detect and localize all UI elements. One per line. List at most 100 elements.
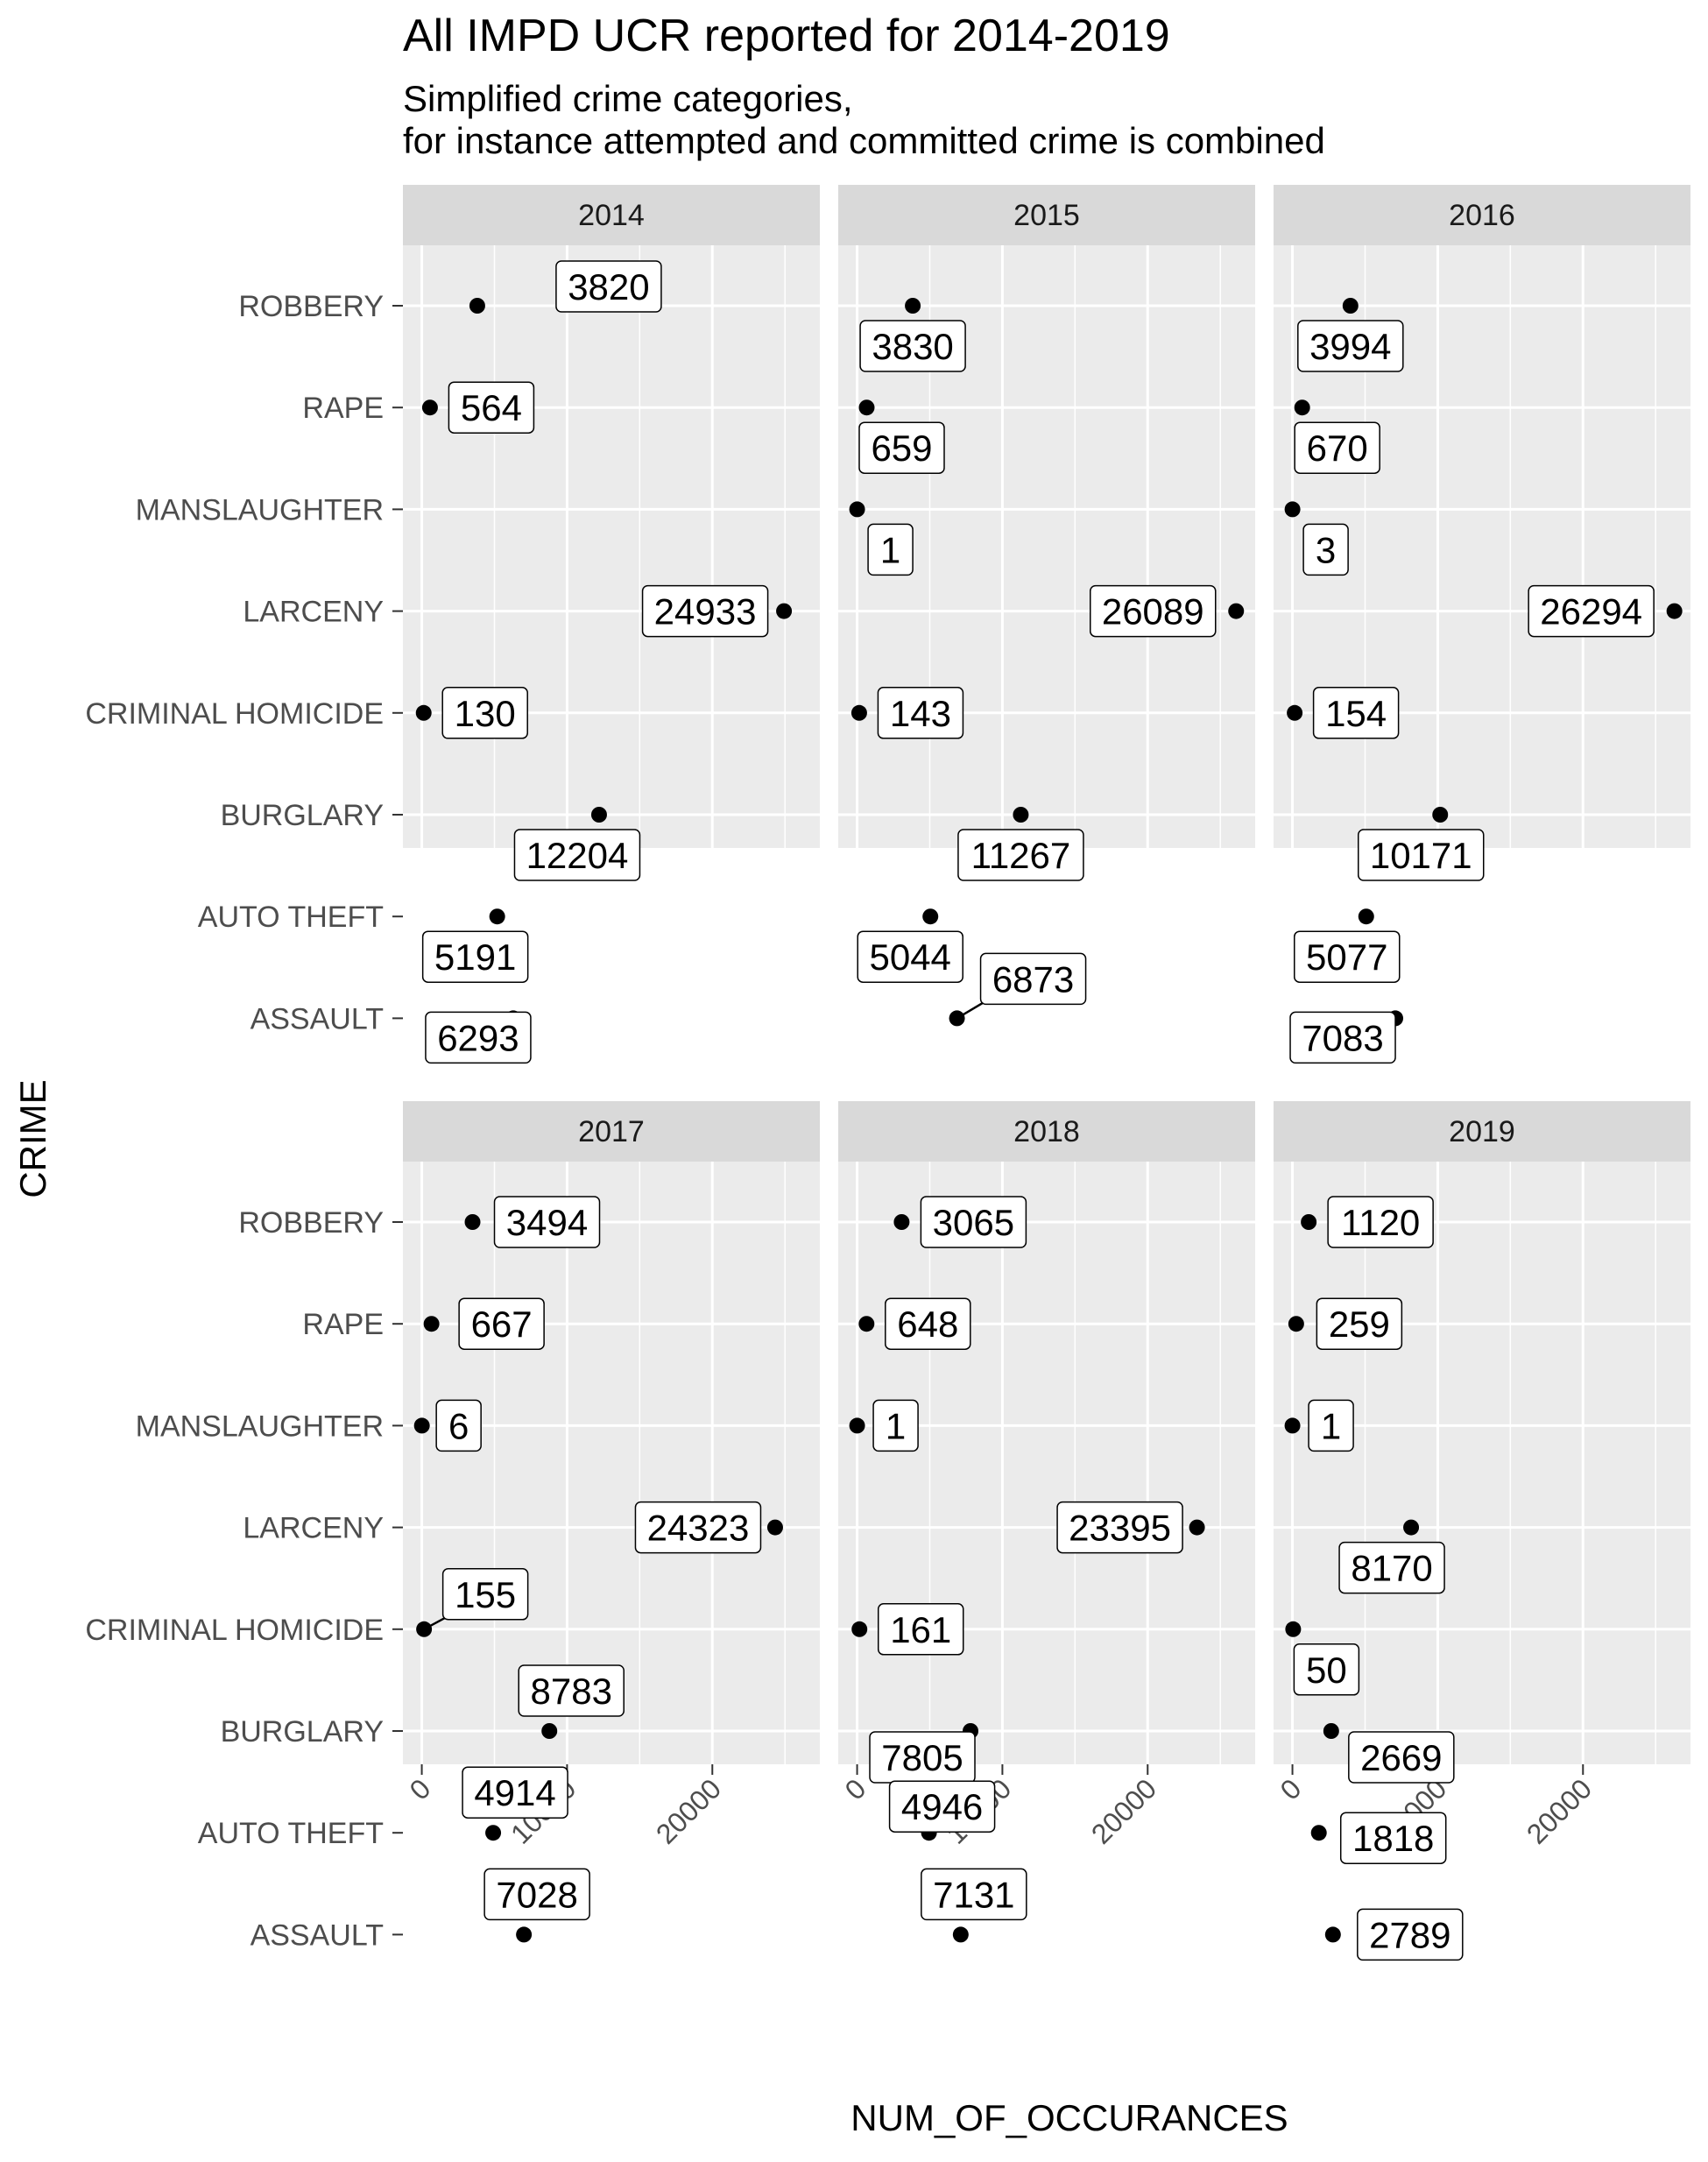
data-label-box: [1357, 1908, 1464, 1961]
data-point: [1342, 298, 1359, 314]
facet-strip-label: 2015: [1013, 199, 1080, 232]
data-point: [415, 704, 432, 721]
data-point: [1189, 1519, 1205, 1536]
y-tick-label: LARCENY: [243, 596, 384, 629]
data-label-box: [1312, 687, 1400, 739]
data-label-box: [448, 381, 535, 434]
data-label: 154: [1325, 693, 1387, 734]
data-point: [1301, 1214, 1317, 1230]
data-point: [858, 399, 875, 416]
panel-2014: 2014 ROBBERY RAPE MANSLAUGHTER LARCENY CRIMIN…: [85, 185, 820, 1064]
data-label-box: [877, 1603, 964, 1656]
y-tick-label: CRIMINAL HOMICIDE: [85, 697, 384, 731]
data-point: [893, 1214, 910, 1230]
data-label-box: [435, 1399, 482, 1452]
data-point: [1013, 807, 1029, 823]
data-point: [905, 298, 921, 314]
data-label-box: [1327, 1196, 1434, 1248]
data-point: [766, 1519, 783, 1536]
data-point: [1287, 704, 1303, 721]
y-tick-label: ASSAULT: [251, 1918, 384, 1952]
data-label-box: [1358, 829, 1485, 881]
data-point: [516, 1926, 533, 1943]
facet-strip: [403, 185, 820, 245]
facet-strip-label: 2016: [1449, 199, 1515, 232]
x-tick-label: 20000: [1521, 1772, 1598, 1849]
chart-title: All IMPD UCR reported for 2014-2019: [403, 11, 1170, 61]
facet-strip: [1274, 185, 1690, 245]
data-point: [1432, 807, 1449, 823]
panel-2017: 2017 ROBBERY RAPE MANSLAUGHTER LARCENY CRIMIN…: [85, 1101, 820, 1952]
y-tick-label: ROBBERY: [238, 1206, 384, 1240]
data-label: 5077: [1306, 936, 1387, 978]
data-label-box: [877, 687, 964, 739]
data-point: [1403, 1519, 1420, 1536]
data-label: 1120: [1341, 1202, 1420, 1243]
data-label-box: [1056, 1501, 1183, 1554]
data-label-box: [441, 1568, 529, 1621]
data-label: 2669: [1360, 1737, 1442, 1778]
data-point: [1358, 908, 1374, 925]
y-tick-label: RAPE: [302, 392, 384, 425]
data-label: 50: [1306, 1650, 1347, 1691]
x-axis-title: NUM_OF_OCCURANCES: [850, 2097, 1288, 2138]
data-label: 1818: [1352, 1818, 1434, 1859]
data-label-box: [1528, 584, 1655, 638]
data-label: 10171: [1370, 835, 1472, 876]
data-label: 6873: [992, 958, 1074, 1000]
y-tick-label: CRIMINAL HOMICIDE: [85, 1614, 384, 1647]
data-point: [849, 1417, 865, 1434]
data-label: 4914: [474, 1772, 555, 1813]
y-tick-label: BURGLARY: [221, 799, 384, 832]
y-tick-label: AUTO THEFT: [198, 901, 384, 934]
y-tick-label: MANSLAUGHTER: [136, 493, 384, 526]
panel-background: [838, 1162, 1255, 1764]
data-label-box: [857, 930, 963, 983]
data-label-box: [1294, 930, 1401, 983]
data-point: [850, 704, 867, 721]
data-label: 5044: [869, 936, 950, 978]
data-point: [541, 1723, 558, 1739]
data-label: 7083: [1302, 1017, 1383, 1058]
data-label-box: [513, 829, 641, 881]
facet-strip-label: 2017: [578, 1115, 645, 1148]
facet-strip: [1274, 1101, 1690, 1162]
data-label: 26294: [1540, 591, 1642, 632]
y-axis-title: CRIME: [12, 1079, 53, 1198]
data-point: [489, 908, 505, 925]
data-label-box: [441, 687, 528, 739]
data-point: [949, 1010, 965, 1027]
y-tick-label: ROBBERY: [238, 290, 384, 323]
data-label: 7805: [881, 1737, 963, 1778]
y-tick-label: RAPE: [302, 1308, 384, 1341]
data-label: 6293: [437, 1017, 519, 1058]
facet-strip-label: 2014: [578, 199, 645, 232]
data-label: 2789: [1369, 1914, 1450, 1955]
data-label: 26089: [1102, 591, 1204, 632]
data-label: 667: [471, 1304, 533, 1345]
data-label-box: [921, 1868, 1027, 1921]
panel-2015: 2015 3830 659 1 26089 143 11267 5044 6873: [838, 185, 1255, 1027]
data-label-box: [885, 1297, 971, 1350]
data-label: 3: [1316, 529, 1336, 570]
data-point: [858, 1316, 875, 1332]
data-label: 8170: [1351, 1548, 1432, 1589]
chart-subtitle-line-2: for instance attempted and committed cri…: [403, 120, 1325, 161]
data-label-box: [1302, 523, 1349, 576]
x-tick-label: 20000: [650, 1772, 727, 1849]
data-point: [421, 399, 438, 416]
x-tick-label: 0: [403, 1772, 436, 1805]
data-label-box: [920, 1196, 1027, 1248]
data-label: 6: [448, 1405, 469, 1446]
data-label: 24323: [647, 1508, 750, 1549]
data-label-box: [1308, 1399, 1354, 1452]
data-point: [1324, 1926, 1341, 1943]
data-label-box: [425, 1011, 532, 1064]
data-point: [1284, 501, 1301, 518]
data-label-box: [1316, 1297, 1403, 1350]
data-point: [485, 1825, 502, 1841]
data-label-box: [1293, 1643, 1360, 1696]
data-label: 130: [455, 693, 516, 734]
